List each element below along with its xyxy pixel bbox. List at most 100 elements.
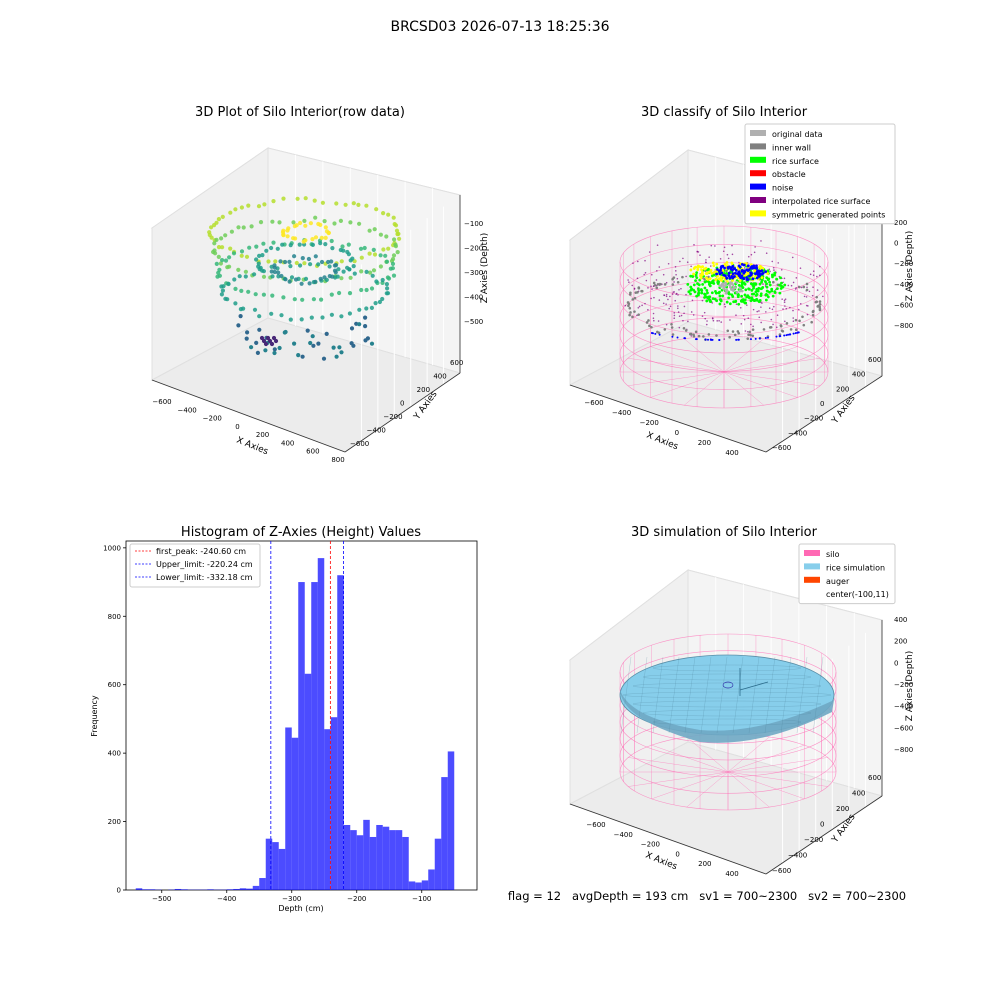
scatter-point [281, 229, 285, 233]
classified-point [654, 333, 656, 335]
scatter-point [257, 262, 261, 266]
classified-point [695, 276, 698, 279]
scatter-point [357, 222, 361, 226]
p1-y-tick-label: −400 [367, 427, 386, 435]
scatter-point [370, 342, 374, 346]
scatter-point [270, 220, 274, 224]
p2-x-tick-label: 200 [698, 439, 711, 447]
scatter-point [215, 275, 219, 279]
classified-point [646, 280, 648, 282]
p1-x-tick-label: 200 [256, 431, 269, 439]
classified-point [711, 272, 714, 275]
classified-point [707, 339, 709, 341]
histogram-bar [363, 820, 370, 890]
scatter-point [363, 316, 367, 320]
scatter-point [324, 236, 328, 240]
classified-point [641, 305, 643, 307]
classified-point [780, 325, 783, 328]
scatter-point [370, 306, 374, 310]
classified-point [683, 312, 685, 314]
y-tick-label: 1000 [103, 544, 121, 552]
scatter-point [232, 277, 236, 281]
scatter-point [245, 337, 249, 341]
classified-point [817, 289, 819, 291]
classified-point [672, 291, 674, 293]
p1-y-tick-label: 400 [433, 373, 446, 381]
scatter-point [356, 203, 360, 207]
panel3-ylabel: Frequency [90, 695, 99, 737]
histogram-bar [279, 849, 286, 890]
classified-point [709, 269, 712, 272]
scatter-point [246, 204, 250, 208]
classified-point [657, 244, 659, 246]
panel2-legend-label: obstacle [772, 170, 806, 179]
p1-y-tick-label: 600 [450, 359, 463, 367]
scatter-point [253, 308, 257, 312]
scatter-point [311, 344, 315, 348]
classified-point [744, 319, 746, 321]
classified-point [704, 287, 707, 290]
scatter-point [281, 295, 285, 299]
classified-point [812, 295, 814, 297]
scatter-point [277, 220, 281, 224]
histogram-bar [253, 886, 260, 890]
classified-point [674, 300, 676, 302]
classified-point [795, 328, 798, 331]
scatter-point [308, 281, 312, 285]
classified-point [807, 314, 809, 316]
panel2-legend-label: symmetric generated points [772, 210, 885, 219]
classified-point [705, 339, 707, 341]
classified-point [663, 302, 665, 304]
scatter-point [298, 243, 302, 247]
scatter-point [359, 288, 363, 292]
p4-y-tick-label: 400 [852, 790, 865, 798]
p1-y-tick-label: −600 [350, 440, 369, 448]
scatter-point [249, 345, 253, 349]
panel2-legend-label: interpolated rice surface [772, 197, 870, 206]
classified-point [710, 265, 712, 267]
panel4-legend-swatch [804, 550, 820, 556]
scatter-point [220, 292, 224, 296]
scatter-point [325, 229, 329, 233]
scatter-point [269, 246, 273, 250]
classified-point [744, 283, 747, 286]
classified-point [695, 274, 698, 277]
scatter-point [392, 237, 396, 241]
scatter-point [392, 216, 396, 220]
p2-x-tick-label: 0 [675, 429, 679, 437]
classified-point [637, 261, 639, 263]
classified-point [744, 288, 747, 291]
scatter-point [240, 249, 244, 253]
classified-point [822, 296, 824, 298]
classified-point [760, 269, 763, 272]
classified-point [819, 308, 822, 311]
classified-point [668, 308, 670, 310]
classified-point [715, 273, 718, 276]
scatter-point [372, 248, 376, 252]
classified-point [798, 331, 800, 333]
scatter-point [228, 247, 232, 251]
classified-point [769, 307, 771, 309]
histogram-bar [357, 835, 364, 890]
histogram-bar [415, 882, 422, 890]
classified-point [795, 332, 797, 334]
classified-point [748, 331, 751, 334]
scatter-point [310, 237, 314, 241]
panel4-legend-swatch [804, 577, 820, 583]
classified-point [812, 310, 815, 313]
classified-point [806, 296, 808, 298]
classified-point [813, 270, 815, 272]
classified-point [815, 301, 818, 304]
scatter-point [359, 247, 363, 251]
scatter-point [225, 265, 229, 269]
histogram-bar [311, 582, 318, 890]
classified-point [792, 317, 794, 319]
classified-point [740, 295, 743, 298]
classified-point [716, 320, 718, 322]
x-tick-label: −200 [347, 895, 366, 903]
classified-point [795, 319, 798, 322]
classified-point [698, 251, 700, 253]
classified-point [777, 314, 779, 316]
scatter-point [391, 266, 395, 270]
scatter-point [233, 301, 237, 305]
